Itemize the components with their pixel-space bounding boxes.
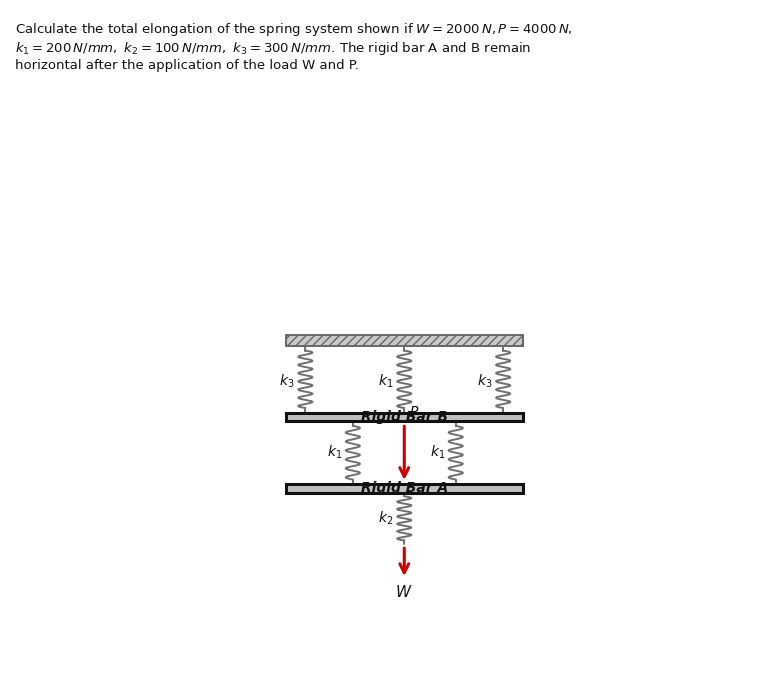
- Polygon shape: [285, 413, 523, 421]
- Polygon shape: [285, 335, 523, 346]
- Text: Calculate the total elongation of the spring system shown if $W = 2000\,N, P = 4: Calculate the total elongation of the sp…: [15, 21, 573, 72]
- Text: $k_1$: $k_1$: [378, 373, 394, 390]
- Text: Rigid Bar B: Rigid Bar B: [361, 410, 448, 424]
- Text: $k_1$: $k_1$: [327, 444, 342, 462]
- Text: $k_2$: $k_2$: [378, 509, 394, 527]
- Text: Rigid Bar A: Rigid Bar A: [361, 482, 448, 496]
- Text: $k_3$: $k_3$: [477, 373, 492, 390]
- Polygon shape: [285, 484, 523, 493]
- Text: $P$: $P$: [409, 405, 419, 418]
- Text: $W$: $W$: [395, 584, 413, 600]
- Text: $k_1$: $k_1$: [430, 444, 445, 462]
- Text: $k_3$: $k_3$: [279, 373, 295, 390]
